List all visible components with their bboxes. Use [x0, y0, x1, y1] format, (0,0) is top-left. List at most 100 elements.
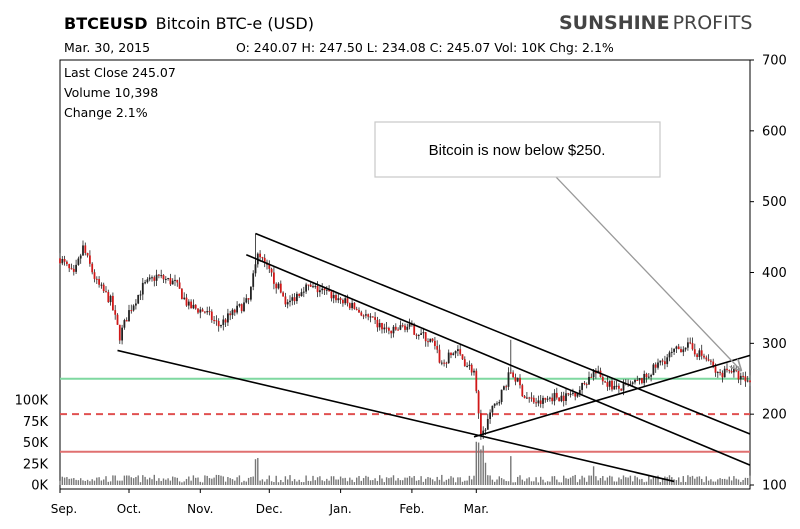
candle-body: [162, 275, 165, 280]
volume-bar: [698, 476, 701, 485]
candle-body: [174, 279, 176, 281]
volume-bar: [710, 479, 712, 485]
volume-bar: [367, 476, 369, 485]
volume-bar: [112, 475, 114, 485]
volume-bar: [234, 480, 236, 485]
volume-bar: [220, 475, 222, 485]
volume-bar: [496, 479, 498, 485]
volume-bar: [330, 476, 333, 485]
volume-bar: [553, 476, 556, 485]
volume-bar: [431, 479, 434, 485]
volume-bar: [374, 478, 376, 485]
candle-body: [634, 379, 636, 383]
volume-bar: [489, 475, 491, 485]
volume-bar: [457, 477, 459, 485]
ohlc-readout: O: 240.07 H: 247.50 L: 234.08 C: 245.07 …: [236, 40, 614, 55]
candle-body: [521, 385, 524, 397]
candle-body: [716, 372, 719, 374]
volume-bar: [678, 477, 680, 485]
volume-bar: [408, 476, 411, 485]
candle-body: [164, 278, 167, 280]
candle-body: [128, 310, 130, 322]
candle-body: [629, 383, 632, 385]
candle-body: [309, 284, 312, 287]
candle-body: [316, 286, 319, 293]
volume-bar: [664, 476, 666, 485]
candle-body: [404, 325, 406, 330]
candle-body: [376, 319, 379, 328]
candle-body: [493, 403, 496, 406]
volume-bar: [236, 477, 238, 485]
candle-body: [450, 352, 452, 356]
volume-bar: [80, 478, 82, 485]
candle-body: [291, 297, 294, 301]
candle-body: [638, 378, 641, 381]
volume-bar: [300, 482, 303, 485]
candle-body: [307, 284, 310, 286]
volume-bar: [666, 477, 668, 485]
volume-bar: [533, 481, 535, 485]
volume-bar: [655, 477, 657, 485]
candle-body: [332, 295, 335, 299]
candle-body: [544, 397, 547, 400]
volume-bar: [521, 479, 523, 485]
volume-bar: [629, 475, 632, 485]
candle-body: [91, 263, 94, 273]
candle-body: [532, 397, 535, 403]
candle-body: [328, 289, 330, 292]
volume-bar: [569, 477, 572, 485]
candle-body: [263, 257, 266, 263]
volume-bar: [337, 479, 339, 485]
volume-bar: [277, 482, 280, 485]
candle-body: [452, 353, 455, 356]
candle-body: [489, 412, 491, 419]
volume-bar: [546, 481, 549, 485]
candle-body: [721, 372, 724, 378]
candle-body: [730, 370, 733, 373]
volume-bar: [422, 481, 425, 485]
volume-bar: [652, 476, 655, 485]
volume-bar: [461, 481, 464, 485]
candle-body: [427, 341, 429, 343]
volume-bar: [537, 482, 540, 485]
candle-body: [135, 303, 137, 306]
volume-bar: [135, 476, 137, 485]
candle-body: [647, 376, 650, 378]
volume-bar: [592, 466, 595, 485]
candle-body: [183, 297, 186, 299]
candle-body: [169, 277, 172, 285]
volume-bar: [365, 475, 367, 485]
candle-body: [153, 277, 156, 281]
volume-bar: [491, 479, 494, 485]
candle-body: [429, 338, 432, 343]
candle-body: [286, 302, 289, 305]
candle-body: [424, 332, 427, 342]
candle-body: [406, 326, 409, 330]
volume-bar: [673, 479, 675, 485]
candle-body: [689, 342, 692, 344]
volume-bar: [215, 474, 218, 485]
volume-bar: [174, 477, 176, 485]
volume-bar: [724, 478, 726, 485]
volume-bar: [680, 482, 682, 485]
trendlines: [117, 138, 751, 483]
candle-body: [61, 259, 64, 264]
candle-body: [585, 384, 588, 386]
candle-body: [190, 301, 192, 309]
volume-bar: [747, 477, 749, 485]
volume-bar: [310, 481, 312, 485]
candle-body: [59, 258, 61, 264]
candle-body: [539, 400, 542, 404]
annotation-arrow: [519, 138, 741, 370]
volume-bar: [454, 482, 457, 485]
candle-body: [82, 245, 84, 256]
candle-body: [714, 366, 717, 373]
volume-bar: [243, 480, 245, 485]
volume-bar: [312, 475, 314, 485]
candle-body: [440, 362, 443, 364]
volume-bar: [137, 475, 139, 485]
x-tick-label: Dec.: [256, 502, 283, 516]
candle-body: [480, 413, 482, 435]
volume-bar: [139, 482, 142, 485]
